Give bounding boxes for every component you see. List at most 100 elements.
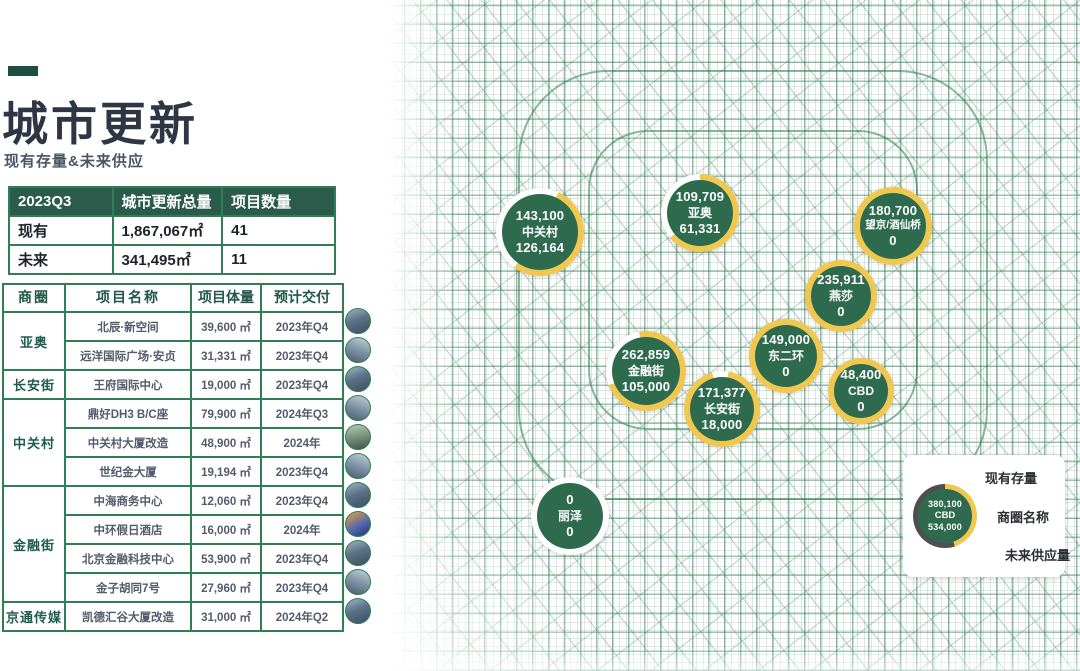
marker-district-name: 东二环 [767,348,804,363]
marker-existing-value: 48,400 [840,367,882,383]
summary-header-total: 城市更新总量 [111,186,224,217]
project-delivery: 2023年Q4 [260,340,344,371]
district-cell: 金融街 [2,485,66,603]
accent-dash [8,66,38,76]
project-row: 金融街 中海商务中心 12,060 ㎡ 2023年Q4 [2,485,344,603]
marker-body: 171,377 长安街 18,000 [690,377,754,441]
project-name: 北辰·新空间 [64,311,192,342]
legend-existing-value: 380,100 [928,498,962,509]
marker-future-value: 0 [782,363,790,379]
project-row: 北京金融科技中心 53,900 ㎡ 2023年Q4 [3,543,344,574]
marker-existing-value: 171,377 [697,385,747,401]
marker-district-name: 望京/酒仙桥 [865,219,921,232]
summary-table: 2023Q3 城市更新总量 项目数量 现有 1,867,067㎡ 41 未来 3… [8,186,336,275]
project-thumbnails-column [343,306,373,626]
marker-district-name: 金融街 [627,363,664,378]
marker-body: 149,000 东二环 0 [755,325,817,387]
project-volume: 39,600 ㎡ [190,311,262,342]
project-thumbnail-photo [345,482,371,508]
summary-count: 11 [221,244,336,275]
project-thumbnail-photo [345,365,371,392]
summary-total: 1,867,067㎡ [111,215,224,246]
marker-future-value: 18,000 [701,416,743,432]
project-thumbnail-photo [345,511,371,538]
summary-total-unit: ㎡ [175,252,191,269]
project-row: 亚奥 北辰·新空间 39,600 ㎡ 2023年Q4 [2,311,344,371]
marker-body: 180,700 望京/酒仙桥 0 [860,193,926,259]
projects-header-district: 商圈 [2,283,66,313]
marker-future-value: 0 [566,523,574,539]
summary-label: 未来 [8,244,114,275]
legend-district-name: CBD [934,510,956,522]
project-volume: 79,900 ㎡ [190,398,262,429]
legend-future-value: 534,000 [928,521,962,532]
project-name: 远洋国际广场·安贞 [64,340,192,371]
project-volume: 12,060 ㎡ [190,485,262,516]
project-delivery: 2023年Q4 [260,311,344,342]
summary-header-quarter: 2023Q3 [8,186,114,217]
marker-existing-value: 235,911 [817,272,865,288]
project-name: 中环假日酒店 [64,514,192,545]
project-name: 凯德汇谷大厦改造 [64,601,192,632]
district-cell: 长安街 [2,369,66,400]
ring-road-outer [518,70,988,500]
map-marker-changanjie[interactable]: 171,377 长安街 18,000 [684,371,760,447]
marker-body: 109,709 亚奥 61,331 [667,180,733,246]
marker-existing-value: 262,859 [621,347,671,363]
beijing-street-map [388,0,1080,671]
project-row: 京通传媒 凯德汇谷大厦改造 31,000 ㎡ 2024年Q2 [2,601,344,632]
map-marker-yaao[interactable]: 109,709 亚奥 61,331 [661,174,739,252]
project-volume: 19,000 ㎡ [190,369,262,400]
project-delivery: 2023年Q4 [260,369,344,400]
marker-body: 143,100 中关村 126,164 [502,194,578,270]
legend-label-future: 未来供应量 [1005,548,1071,563]
project-delivery: 2024年Q3 [260,398,344,429]
map-marker-lize[interactable]: 0 丽泽 0 [531,477,609,555]
project-delivery: 2024年 [260,514,344,545]
summary-row-existing: 现有 1,867,067㎡ 41 [8,215,336,246]
marker-body: 262,859 金融街 105,000 [612,337,680,405]
project-name: 世纪金大厦 [64,456,192,487]
marker-existing-value: 143,100 [515,208,565,224]
marker-future-value: 0 [889,232,897,248]
project-thumbnail-photo [345,540,371,567]
project-name: 北京金融科技中心 [64,543,192,574]
project-name: 金子胡同7号 [64,572,192,603]
map-marker-cbd[interactable]: 48,400 CBD 0 [828,358,894,424]
district-cell: 亚奥 [2,311,66,371]
map-marker-zhongguancun[interactable]: 143,100 中关村 126,164 [496,188,584,276]
project-name: 中关村大厦改造 [64,427,192,458]
legend-labels: 现有存量 商圈名称 未来供应量 [977,466,1070,566]
projects-header-name: 项目名称 [64,283,192,313]
marker-future-value: 0 [837,303,845,319]
marker-existing-value: 0 [566,492,574,508]
legend-label-existing: 现有存量 [985,471,1038,486]
project-thumbnail-photo [345,394,371,421]
project-volume: 31,000 ㎡ [190,601,262,632]
project-volume: 16,000 ㎡ [190,514,262,545]
project-thumbnail-photo [345,598,371,625]
marker-district-name: 中关村 [521,224,558,239]
map-marker-jinrongjie[interactable]: 262,859 金融街 105,000 [606,331,686,411]
legend-label-district: 商圈名称 [997,509,1050,525]
summary-count: 41 [221,215,336,246]
map-marker-yansha[interactable]: 235,911 燕莎 0 [805,260,877,332]
marker-district-name: 燕莎 [828,288,853,303]
project-thumbnail-photo [345,452,371,479]
summary-row-future: 未来 341,495㎡ 11 [8,244,336,275]
projects-header-row: 商圈 项目名称 项目体量 预计交付 [2,283,344,313]
project-row: 世纪金大厦 19,194 ㎡ 2023年Q4 [3,456,344,487]
project-delivery: 2023年Q4 [260,572,344,603]
project-thumbnail-photo [345,423,371,450]
marker-body: 48,400 CBD 0 [834,364,888,418]
project-delivery: 2023年Q4 [260,456,344,487]
map-marker-dongerhuan[interactable]: 149,000 东二环 0 [749,319,823,393]
marker-body: 235,911 燕莎 0 [811,266,871,326]
summary-total-number: 341,495 [121,252,176,269]
map-marker-wangjing-jiuxianqiao[interactable]: 180,700 望京/酒仙桥 0 [854,187,932,265]
legend-sample-body: 380,100 CBD 534,000 [918,489,972,543]
projects-header-delivery: 预计交付 [260,283,344,313]
project-row: 长安街 王府国际中心 19,000 ㎡ 2023年Q4 [2,369,344,400]
project-volume: 31,331 ㎡ [190,340,262,371]
